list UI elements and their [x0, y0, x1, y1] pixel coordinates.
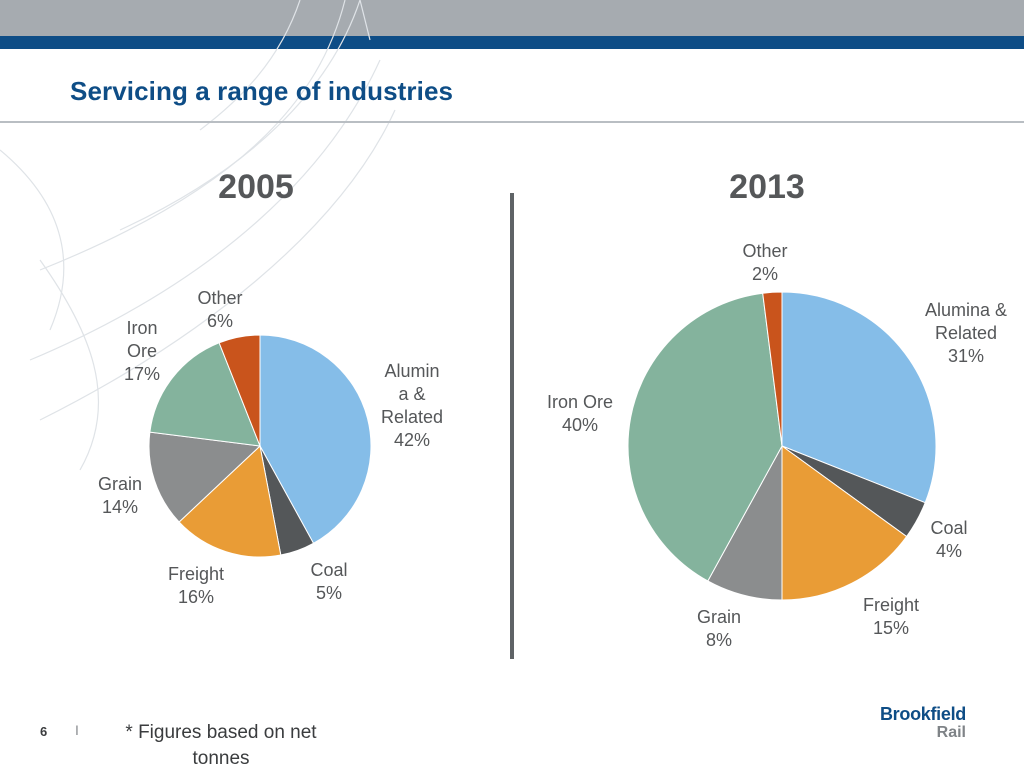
page-separator: I: [75, 722, 79, 738]
slice-label-2005-other: Other 6%: [197, 288, 242, 331]
chart-divider: [510, 193, 514, 659]
slice-label-2005-freight: Freight 16%: [168, 564, 224, 607]
slice-label-2013-alumina-and-related: Alumina & Related 31%: [925, 300, 1007, 366]
pie-slice-2005-other: [218, 334, 261, 447]
header-band: [0, 0, 1024, 36]
pie-slice-2013-alumina-and-related: [781, 291, 937, 504]
pie-slice-2013-iron-ore: [627, 292, 783, 582]
logo-subtitle: Rail: [936, 724, 966, 741]
brookfield-rail-logo: Brookfield Rail: [860, 704, 966, 742]
pie-slice-2013-other: [762, 291, 783, 447]
slice-label-2005-coal: Coal 5%: [310, 560, 347, 603]
header-accent-bar: [0, 36, 1024, 49]
chart-title-2013: 2013: [729, 168, 805, 206]
slice-label-2013-iron-ore: Iron Ore 40%: [547, 392, 613, 435]
title-divider: [0, 121, 1024, 123]
slice-label-2005-alumina-and-related: Alumin a & Related 42%: [381, 361, 443, 450]
pie-slice-2005-alumina-and-related: [259, 334, 372, 544]
pie-slice-2005-freight: [178, 445, 282, 558]
chart-title-2005: 2005: [218, 168, 294, 206]
footnote: * Figures based on net tonnes: [125, 722, 317, 769]
page-number: 6: [40, 724, 48, 739]
slice-label-2013-coal: Coal 4%: [930, 518, 967, 561]
slice-label-2013-freight: Freight 15%: [863, 595, 919, 638]
slice-label-2005-iron-ore: Iron Ore 17%: [124, 318, 160, 384]
slice-label-2013-grain: Grain 8%: [697, 607, 741, 650]
pie-slice-2005-grain: [148, 431, 262, 523]
pie-slice-2005-iron-ore: [149, 342, 261, 447]
pie-slice-2013-freight: [781, 445, 908, 601]
slice-label-2005-grain: Grain 14%: [98, 474, 142, 517]
page-title: Servicing a range of industries: [70, 76, 454, 106]
slice-label-2013-other: Other 2%: [742, 241, 787, 284]
logo-wordmark: Brookfield: [879, 704, 966, 724]
